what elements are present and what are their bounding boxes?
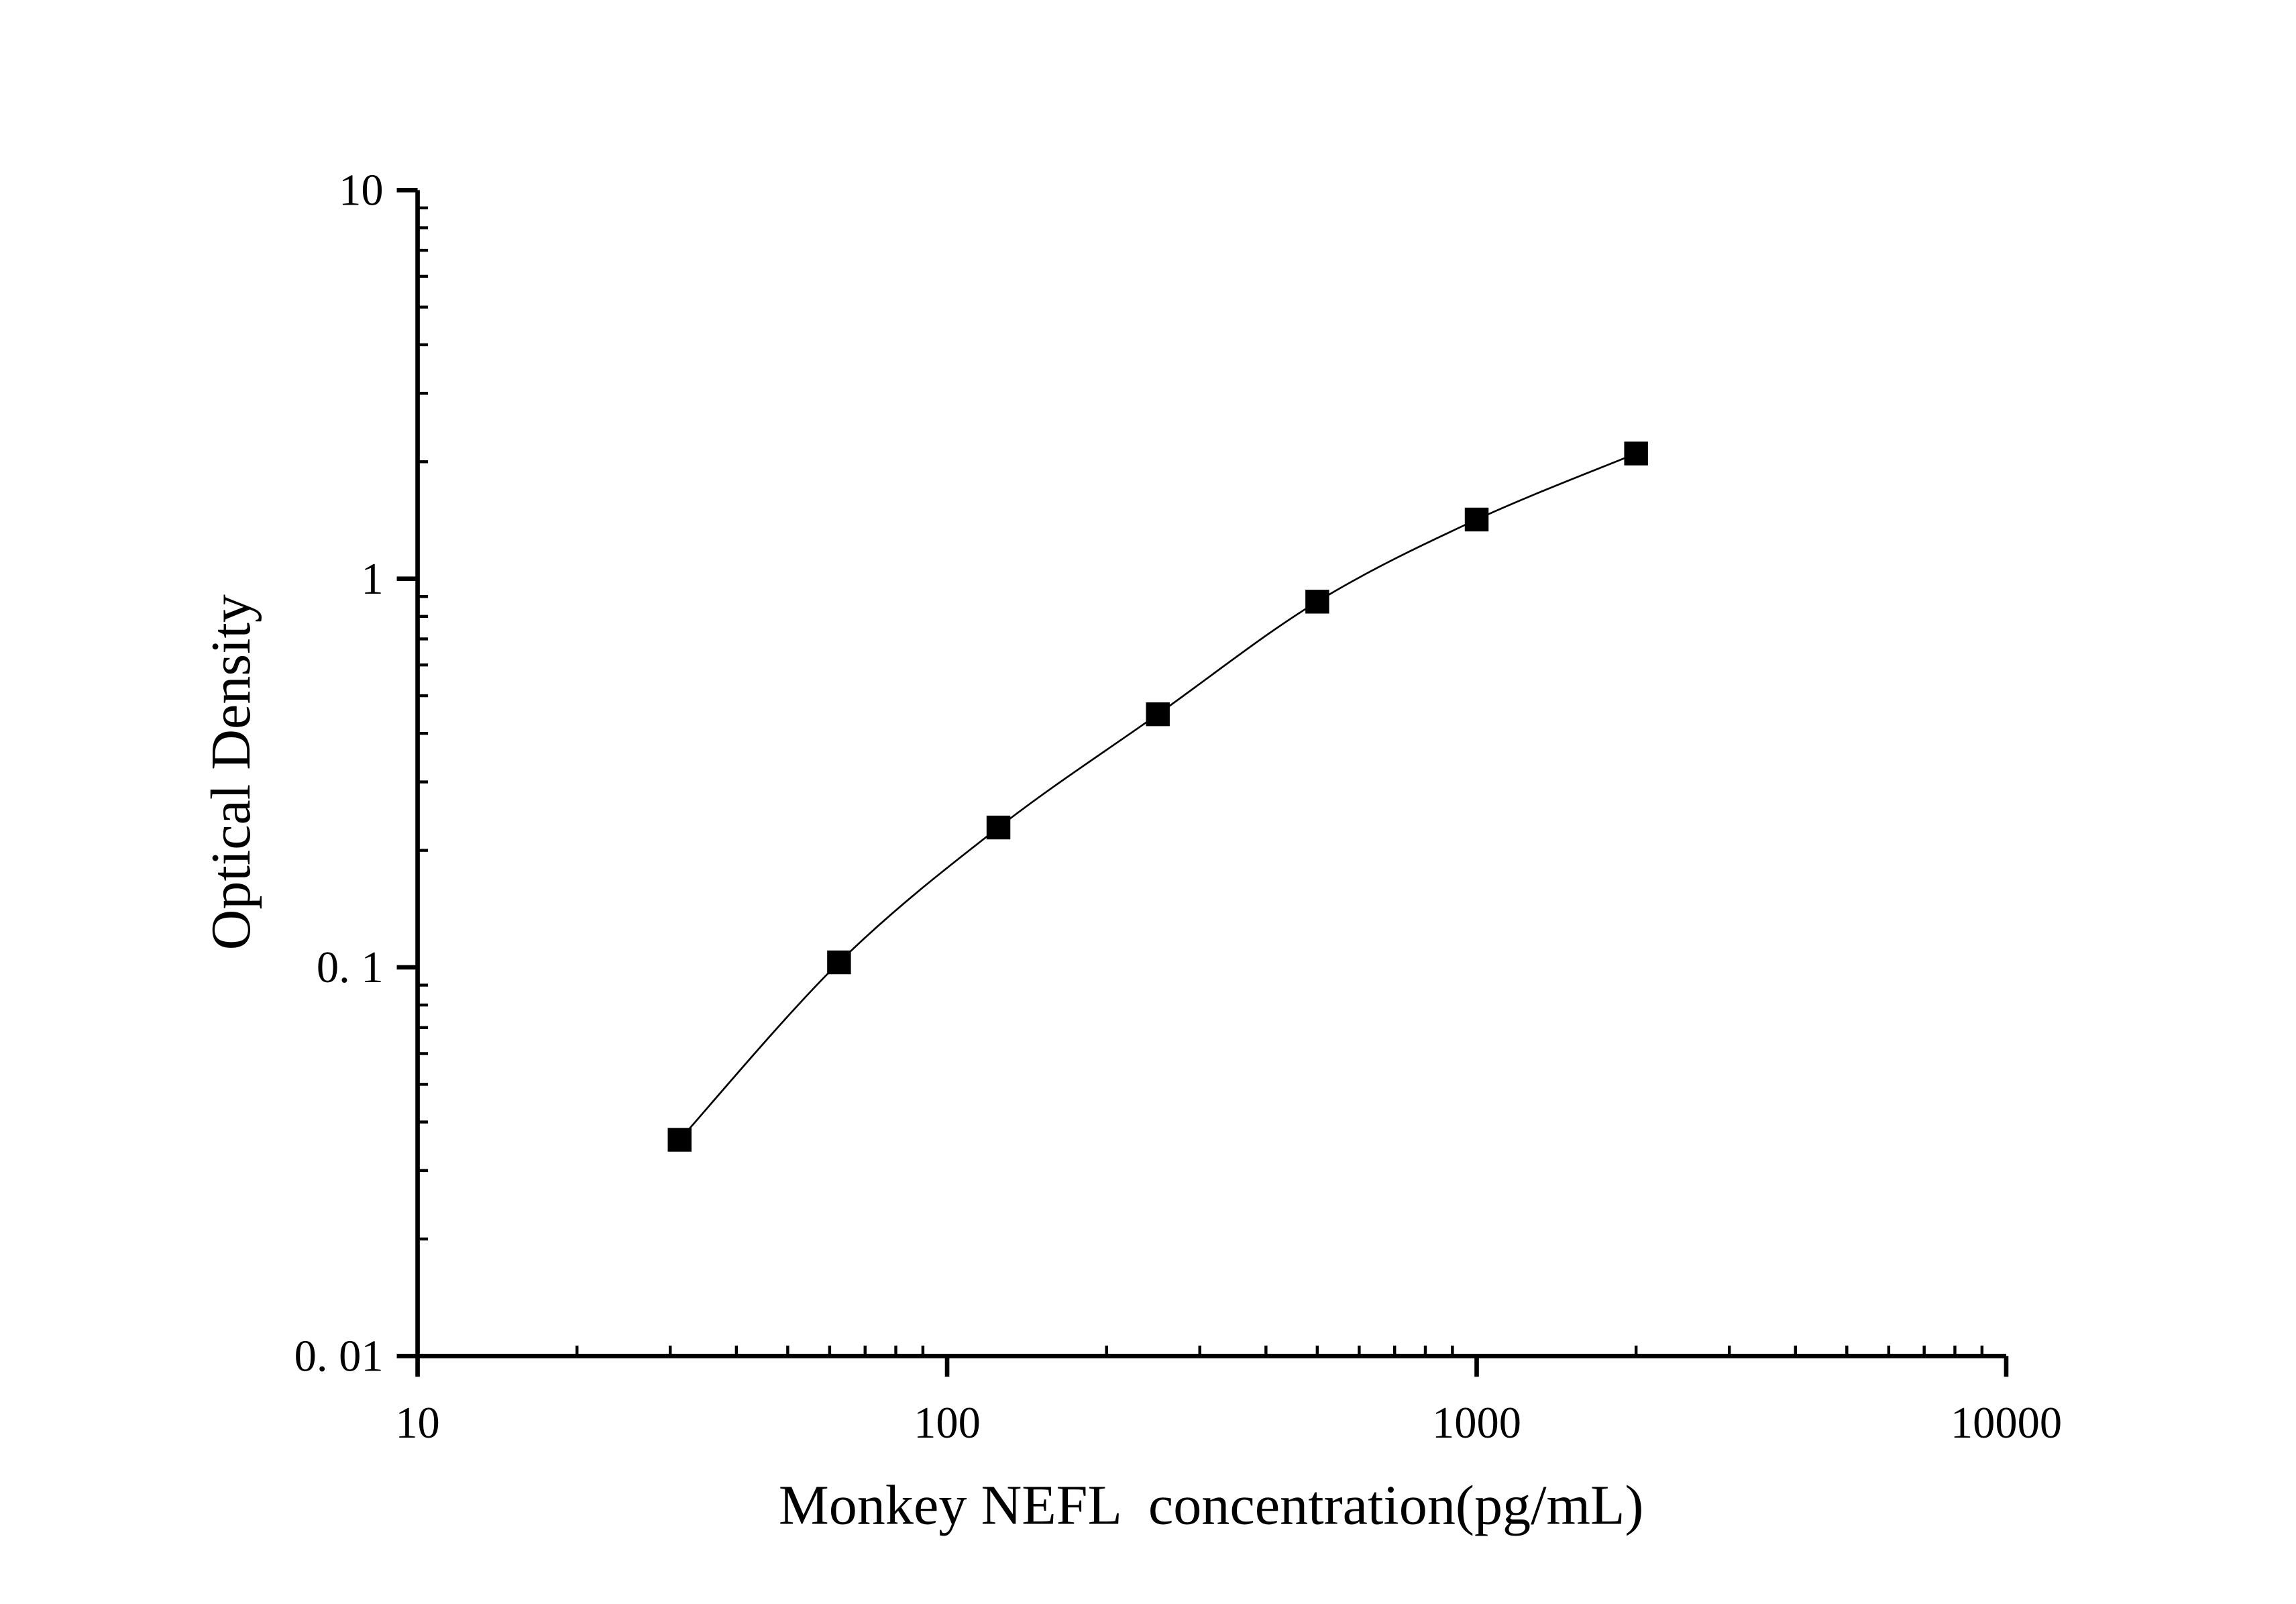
x-tick-label: 100 [914,1399,981,1448]
data-point [667,1128,692,1152]
data-point [986,815,1011,840]
y-axis-title: Optical Density [200,594,262,950]
data-point [1305,590,1329,614]
x-axis-title: Monkey NEFL concentration(pg/mL) [779,1474,1644,1536]
y-tick-label: 0. 01 [294,1332,384,1381]
data-point [1146,702,1170,727]
y-tick-label: 1 [361,555,383,604]
data-point [1464,507,1489,532]
y-tick-label: 10 [339,166,383,215]
data-point [1624,441,1648,466]
x-tick-label: 10000 [1951,1399,2062,1448]
x-tick-label: 10 [395,1399,439,1448]
y-tick-label: 0. 1 [317,943,384,992]
fit-curve [679,452,1637,1140]
data-point [827,950,851,975]
x-tick-label: 1000 [1432,1399,1521,1448]
